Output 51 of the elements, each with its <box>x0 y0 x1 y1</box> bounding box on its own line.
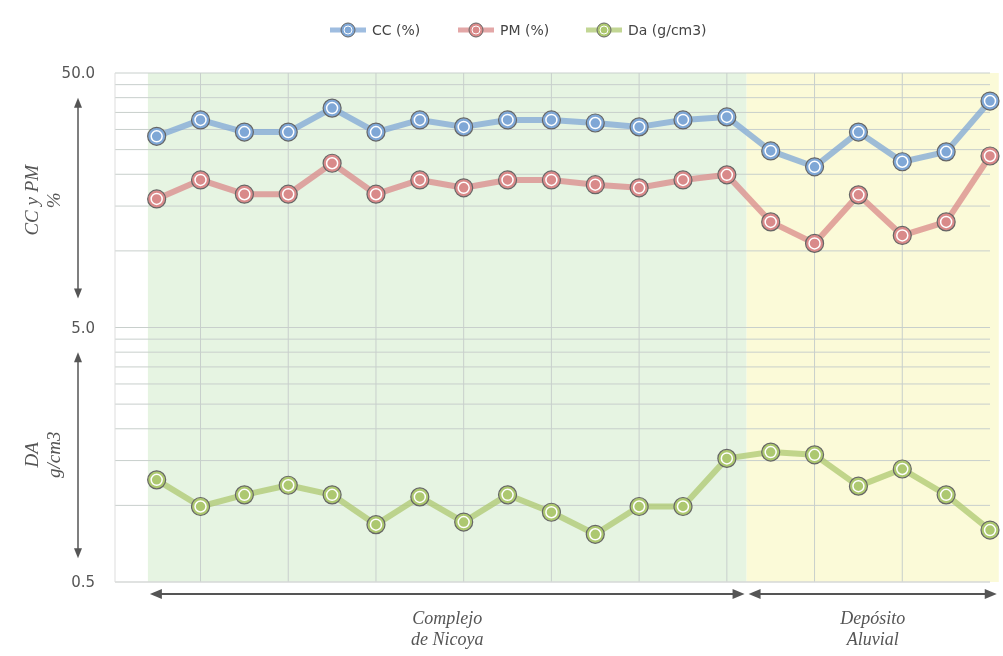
y-tick-label: 50.0 <box>61 64 95 83</box>
text: DA g/cm3 <box>21 431 64 478</box>
text: Complejo de Nicoya <box>410 608 484 649</box>
point <box>190 496 211 517</box>
point <box>234 184 254 204</box>
point <box>585 175 605 195</box>
point <box>147 189 167 209</box>
legend-label: PM (%) <box>500 21 550 38</box>
point <box>717 448 737 468</box>
y-tick-label: 5.0 <box>71 318 95 337</box>
point <box>497 170 518 190</box>
point <box>278 122 298 142</box>
point <box>454 512 474 532</box>
point <box>892 225 912 246</box>
point <box>629 496 649 517</box>
point <box>848 476 869 496</box>
point <box>497 110 518 130</box>
legend-label: Da (g/cm3) <box>628 21 707 38</box>
y-tick-label: 0.5 <box>71 573 95 592</box>
point <box>147 126 167 146</box>
point <box>234 485 254 505</box>
point <box>454 117 474 137</box>
point <box>804 445 825 465</box>
point <box>892 152 912 172</box>
point <box>585 524 605 544</box>
point <box>585 113 605 133</box>
point <box>761 212 781 232</box>
text: Depósito Aluvial <box>839 608 906 649</box>
point <box>234 122 254 142</box>
point <box>673 496 693 517</box>
point <box>892 459 912 479</box>
point <box>454 178 474 198</box>
point <box>761 141 781 161</box>
point <box>804 233 825 254</box>
point <box>761 442 781 462</box>
point <box>541 110 561 130</box>
point <box>366 515 386 535</box>
point <box>804 157 825 177</box>
point <box>190 110 211 130</box>
point <box>541 170 561 190</box>
y-axis-title: CC y PM % <box>21 163 64 236</box>
legend-label: CC (%) <box>372 21 421 38</box>
point <box>278 184 298 204</box>
point <box>278 475 298 495</box>
point <box>497 485 518 505</box>
point <box>147 470 167 490</box>
point <box>190 170 211 190</box>
point <box>541 502 561 522</box>
point <box>322 153 342 173</box>
point <box>848 185 869 205</box>
point <box>848 122 869 142</box>
